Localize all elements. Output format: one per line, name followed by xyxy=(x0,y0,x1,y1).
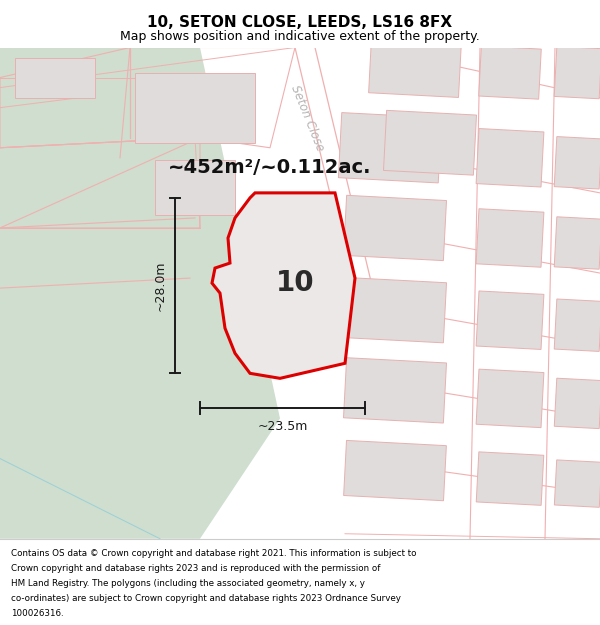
Polygon shape xyxy=(554,378,600,429)
Polygon shape xyxy=(344,441,446,501)
Text: Crown copyright and database rights 2023 and is reproduced with the permission o: Crown copyright and database rights 2023… xyxy=(11,564,380,573)
Polygon shape xyxy=(155,160,235,216)
Polygon shape xyxy=(476,452,544,506)
Polygon shape xyxy=(343,357,446,423)
Polygon shape xyxy=(476,291,544,349)
Polygon shape xyxy=(343,195,446,261)
Polygon shape xyxy=(554,299,600,351)
Text: Seton Close: Seton Close xyxy=(288,82,326,152)
Polygon shape xyxy=(135,72,255,142)
Polygon shape xyxy=(554,217,600,269)
Polygon shape xyxy=(343,278,446,343)
Text: ~23.5m: ~23.5m xyxy=(257,420,308,433)
Text: co-ordinates) are subject to Crown copyright and database rights 2023 Ordnance S: co-ordinates) are subject to Crown copyr… xyxy=(11,594,401,603)
Polygon shape xyxy=(212,193,355,378)
Text: Map shows position and indicative extent of the property.: Map shows position and indicative extent… xyxy=(120,30,480,43)
Text: HM Land Registry. The polygons (including the associated geometry, namely x, y: HM Land Registry. The polygons (includin… xyxy=(11,579,365,588)
Polygon shape xyxy=(554,137,600,189)
Text: 10: 10 xyxy=(275,269,314,297)
Polygon shape xyxy=(338,112,442,183)
Polygon shape xyxy=(0,48,280,539)
Polygon shape xyxy=(479,46,541,99)
Polygon shape xyxy=(476,369,544,428)
Text: 100026316.: 100026316. xyxy=(11,609,64,619)
Polygon shape xyxy=(476,209,544,268)
Polygon shape xyxy=(15,58,95,98)
Text: 10, SETON CLOSE, LEEDS, LS16 8FX: 10, SETON CLOSE, LEEDS, LS16 8FX xyxy=(148,15,452,30)
Text: ~452m²/~0.112ac.: ~452m²/~0.112ac. xyxy=(168,158,372,177)
Polygon shape xyxy=(476,129,544,187)
Text: Contains OS data © Crown copyright and database right 2021. This information is : Contains OS data © Crown copyright and d… xyxy=(11,549,416,558)
Polygon shape xyxy=(554,460,600,508)
Polygon shape xyxy=(554,46,600,99)
Text: ~28.0m: ~28.0m xyxy=(154,261,167,311)
Polygon shape xyxy=(383,111,476,175)
Polygon shape xyxy=(368,38,461,98)
